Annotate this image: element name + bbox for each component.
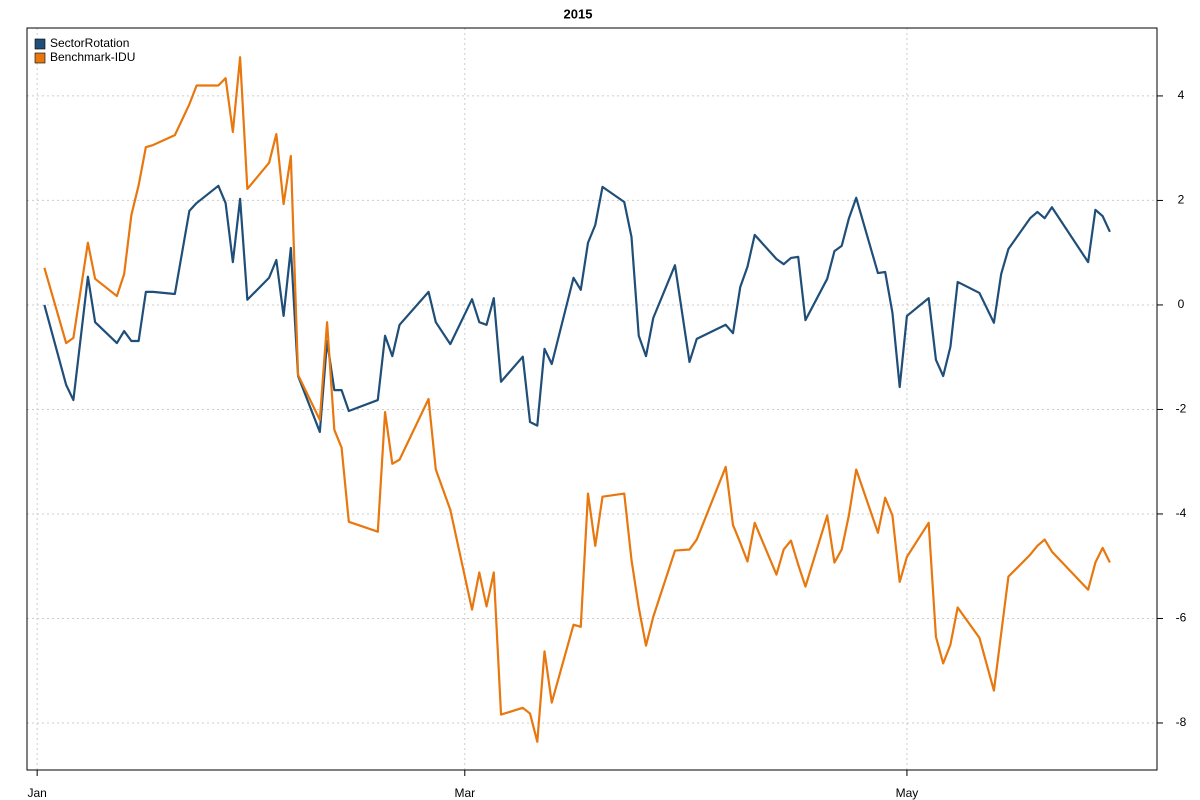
y-tick-label: 2 (1178, 193, 1185, 207)
y-tick-label: -4 (1176, 506, 1187, 520)
plot-frame (26, 27, 1158, 771)
line-series (43, 56, 1111, 743)
chart-title: 2015 (564, 6, 593, 21)
legend-swatch (34, 52, 46, 64)
line-series (43, 184, 1111, 434)
x-tick-label: Jan (27, 786, 46, 800)
x-tick-label: Mar (454, 786, 475, 800)
y-tick-label: 4 (1178, 88, 1185, 102)
y-tick-label: 0 (1178, 297, 1185, 311)
legend-swatch (34, 38, 46, 50)
y-tick-label: -6 (1176, 611, 1187, 625)
y-tick-label: -2 (1176, 402, 1187, 416)
legend-label: Benchmark-IDU (50, 50, 135, 64)
legend-label: SectorRotation (50, 36, 129, 50)
y-tick-label: -8 (1176, 715, 1187, 729)
x-tick-label: May (896, 786, 919, 800)
